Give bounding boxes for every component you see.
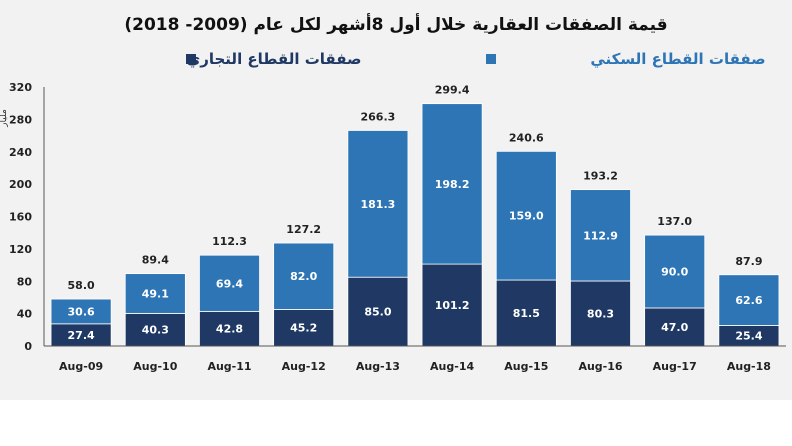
data-label-residential: 62.6 [735,294,762,307]
data-label-total: 87.9 [735,255,762,268]
y-axis: 0 40 80 120 160 200 240 280 320 [9,81,45,353]
data-label-commercial: 25.4 [735,330,762,343]
bar-commercial [644,307,706,347]
data-label-commercial: 85.0 [364,306,391,319]
data-label-total: 89.4 [142,254,169,267]
x-tick-label: Aug-16 [578,360,622,373]
y-tick-label: 320 [9,81,32,94]
legend-label-residential: صفقات القطاع السكني [590,50,765,68]
bar-commercial [495,279,557,347]
data-label-total: 240.6 [509,131,544,144]
data-label-residential: 49.1 [142,288,169,301]
y-tick-label: 40 [17,308,33,321]
data-label-commercial: 40.3 [142,324,169,337]
bar-residential [570,189,631,282]
data-label-residential: 90.0 [661,266,688,279]
data-label-commercial: 27.4 [68,329,95,342]
data-label-total: 112.3 [212,235,247,248]
legend: صفقات القطاع السكني صفقات القطاع التجاري [186,50,766,69]
x-tick-label: Aug-18 [727,360,771,373]
y-tick-label: 160 [9,211,32,224]
x-tick-label: Aug-13 [356,360,400,373]
data-label-commercial: 80.3 [587,308,614,321]
y-axis-label: مليار [0,109,9,128]
y-tick-label: 200 [9,178,32,191]
bar-residential [124,273,186,314]
bar-commercial [570,280,631,347]
y-tick-label: 280 [9,113,32,126]
data-label-residential: 112.9 [583,229,618,242]
x-tick-label: Aug-15 [504,360,548,373]
data-label-total: 137.0 [657,215,692,228]
data-label-residential: 69.4 [216,277,243,290]
y-tick-label: 240 [9,146,32,159]
bars-group: 27.4 30.6 58.0 40.3 49.1 89.4 42.8 69.4 112.3 45.… [50,84,780,347]
bar-residential [50,298,112,325]
x-axis: Aug-09 Aug-10 Aug-11 Aug-12 Aug-13 Aug-14 Aug-… [44,345,786,373]
bar-residential [718,274,780,326]
data-label-total: 127.2 [286,223,321,236]
data-label-residential: 82.0 [290,270,317,283]
bar-residential [421,103,483,265]
x-tick-label: Aug-10 [133,360,177,373]
x-tick-label: Aug-12 [282,360,326,373]
data-label-commercial: 47.0 [661,321,688,334]
bar-residential [495,150,557,281]
x-tick-label: Aug-17 [653,360,697,373]
stacked-bar-chart: قيمة الصفقات العقارية خلال أول 8أشهر لكل… [0,13,786,373]
x-tick-label: Aug-11 [207,360,251,373]
data-label-commercial: 101.2 [435,299,470,312]
bar-commercial [421,263,483,347]
data-label-total: 193.2 [583,170,618,183]
legend-swatch-commercial [186,54,196,64]
bar-residential [644,234,706,309]
data-label-total: 58.0 [68,279,95,292]
bar-residential [347,130,409,278]
data-label-residential: 159.0 [509,210,544,223]
y-tick-label: 120 [9,243,32,256]
legend-item-residential: صفقات القطاع السكني [486,50,766,68]
data-label-residential: 181.3 [361,198,396,211]
legend-item-commercial: صفقات القطاع التجاري [186,50,362,69]
data-label-total: 266.3 [361,110,396,123]
chart-title: قيمة الصفقات العقارية خلال أول 8أشهر لكل… [124,13,667,35]
bar-residential [273,242,335,310]
legend-label-commercial: صفقات القطاع التجاري [186,50,361,69]
legend-swatch-residential [486,54,496,64]
data-label-commercial: 81.5 [513,307,540,320]
data-label-residential: 198.2 [435,178,470,191]
x-tick-label: Aug-14 [430,360,474,373]
data-label-residential: 30.6 [68,305,95,318]
data-label-total: 299.4 [435,84,470,97]
y-tick-label: 80 [17,275,33,288]
bar-residential [199,254,260,312]
data-label-commercial: 42.8 [216,323,243,336]
data-label-commercial: 45.2 [290,322,317,335]
y-tick-label: 0 [24,340,32,353]
x-tick-label: Aug-09 [59,360,103,373]
chart-area: قيمة الصفقات العقارية خلال أول 8أشهر لكل… [0,0,792,400]
